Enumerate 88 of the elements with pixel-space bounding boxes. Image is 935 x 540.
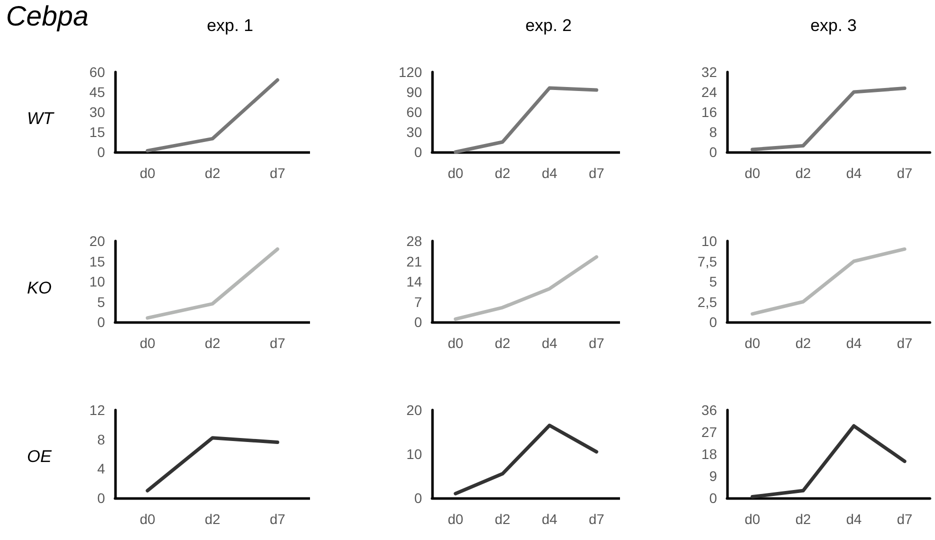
y-tick-label: 60 bbox=[89, 64, 106, 80]
x-tick-label: d2 bbox=[795, 335, 812, 351]
x-tick-label: d4 bbox=[542, 511, 558, 527]
y-tick-label: 14 bbox=[406, 274, 422, 290]
x-tick-label: d7 bbox=[896, 511, 913, 527]
y-tick-label: 45 bbox=[89, 84, 106, 100]
y-axis-title: WT bbox=[27, 109, 56, 128]
y-tick-label: 8 bbox=[97, 431, 106, 448]
x-tick-label: d7 bbox=[896, 165, 913, 181]
y-tick-label: 16 bbox=[701, 104, 718, 120]
y-tick-label: 60 bbox=[406, 104, 422, 120]
y-tick-label: 0 bbox=[414, 490, 422, 506]
x-tick-label: d0 bbox=[744, 335, 760, 351]
line-series bbox=[454, 424, 598, 496]
x-tick-label: d4 bbox=[846, 335, 862, 351]
x-tick-label: d0 bbox=[448, 335, 464, 351]
x-tick-label: d2 bbox=[494, 335, 510, 351]
x-tick-label: d0 bbox=[448, 511, 464, 527]
y-tick-label: 0 bbox=[709, 144, 718, 160]
x-tick-label: d7 bbox=[270, 335, 286, 351]
y-tick-label: 10 bbox=[406, 446, 422, 462]
x-tick-label: d2 bbox=[204, 165, 220, 181]
x-tick-label: d4 bbox=[846, 511, 862, 527]
chart-title: exp. 2 bbox=[525, 16, 572, 35]
x-tick-label: d7 bbox=[588, 511, 604, 527]
x-tick-label: d0 bbox=[140, 511, 156, 527]
y-tick-label: 10 bbox=[89, 274, 106, 290]
y-tick-label: 8 bbox=[709, 124, 718, 140]
line-series bbox=[750, 247, 906, 316]
y-axis-title: OE bbox=[27, 447, 52, 466]
line-series bbox=[750, 424, 906, 499]
x-tick-label: d2 bbox=[494, 165, 510, 181]
y-tick-label: 30 bbox=[89, 104, 106, 120]
x-tick-label: d0 bbox=[140, 335, 156, 351]
text: Cebpa bbox=[6, 0, 89, 32]
y-tick-label: 21 bbox=[406, 253, 422, 270]
y-tick-label: 24 bbox=[701, 84, 718, 100]
x-tick-label: d2 bbox=[204, 511, 220, 527]
y-tick-label: 120 bbox=[398, 64, 422, 80]
y-tick-label: 20 bbox=[89, 233, 106, 249]
x-tick-label: d0 bbox=[744, 511, 760, 527]
y-tick-label: 28 bbox=[406, 233, 422, 249]
x-tick-label: d4 bbox=[542, 165, 558, 181]
x-tick-label: d7 bbox=[896, 335, 913, 351]
y-tick-label: 0 bbox=[414, 314, 422, 330]
x-tick-label: d7 bbox=[270, 511, 286, 527]
x-tick-label: d7 bbox=[588, 165, 604, 181]
y-tick-label: 0 bbox=[709, 490, 718, 506]
x-tick-label: d2 bbox=[494, 511, 510, 527]
y-tick-label: 27 bbox=[701, 424, 718, 440]
y-tick-label: 0 bbox=[97, 144, 106, 160]
y-tick-label: 12 bbox=[89, 402, 106, 418]
y-tick-label: 32 bbox=[701, 64, 718, 80]
y-tick-label: 15 bbox=[89, 253, 106, 270]
y-tick-label: 5 bbox=[709, 274, 718, 290]
y-tick-label: 18 bbox=[701, 446, 718, 462]
line-series bbox=[750, 86, 906, 152]
x-tick-label: d4 bbox=[846, 165, 862, 181]
line-series bbox=[454, 255, 598, 321]
x-tick-label: d7 bbox=[588, 335, 604, 351]
x-tick-label: d4 bbox=[542, 335, 558, 351]
y-tick-label: 9 bbox=[709, 468, 718, 484]
y-tick-label: 90 bbox=[406, 84, 422, 100]
x-tick-label: d0 bbox=[448, 165, 464, 181]
x-tick-label: d2 bbox=[795, 165, 812, 181]
x-tick-label: d7 bbox=[270, 165, 286, 181]
y-tick-label: 10 bbox=[701, 233, 718, 249]
y-tick-label: 36 bbox=[701, 402, 718, 418]
y-tick-label: 0 bbox=[414, 144, 422, 160]
line-series bbox=[454, 86, 598, 154]
y-tick-label: 5 bbox=[97, 294, 106, 310]
y-axis-title: KO bbox=[27, 278, 52, 298]
y-tick-label: 0 bbox=[97, 490, 106, 506]
x-tick-label: d2 bbox=[204, 335, 220, 351]
y-tick-label: 7 bbox=[414, 294, 422, 310]
chart-title: exp. 3 bbox=[810, 16, 857, 35]
x-tick-label: d0 bbox=[140, 165, 156, 181]
x-tick-label: d2 bbox=[795, 511, 812, 527]
y-tick-label: 20 bbox=[406, 402, 422, 418]
y-tick-label: 15 bbox=[89, 124, 106, 140]
y-tick-label: 30 bbox=[406, 124, 422, 140]
y-tick-label: 0 bbox=[97, 314, 106, 330]
y-tick-label: 2,5 bbox=[698, 294, 718, 310]
y-tick-label: 0 bbox=[709, 314, 718, 330]
y-tick-label: 7,5 bbox=[698, 253, 718, 270]
x-tick-label: d0 bbox=[744, 165, 760, 181]
chart-title: exp. 1 bbox=[206, 16, 254, 35]
y-tick-label: 4 bbox=[97, 460, 106, 477]
